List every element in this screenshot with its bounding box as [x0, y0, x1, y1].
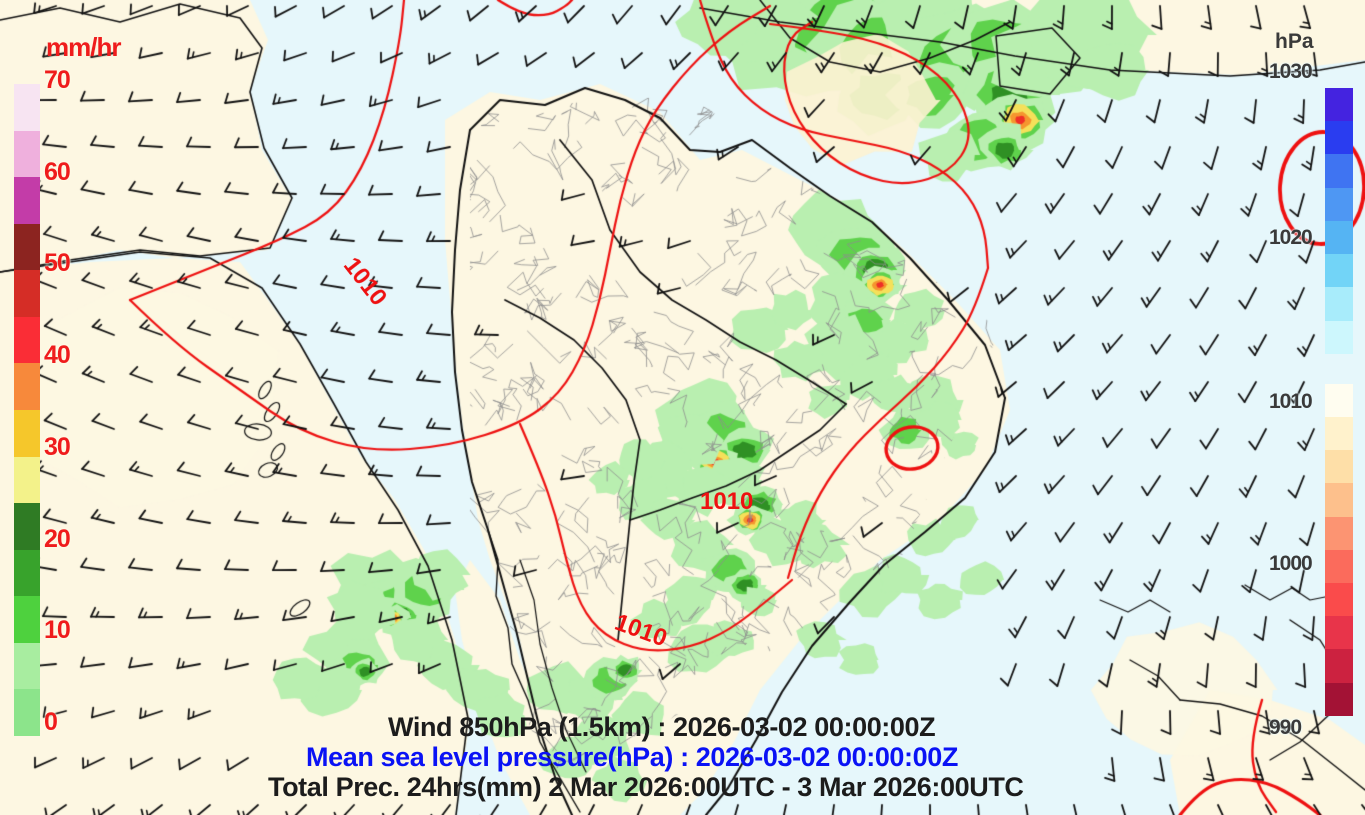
precip-colorbar-segment — [14, 456, 40, 504]
pressure-colorbar-segment — [1325, 88, 1353, 122]
precip-tick-0: 0 — [44, 708, 58, 737]
pressure-colorbar-segment — [1325, 682, 1353, 716]
pressure-colorbar-segment — [1325, 383, 1353, 417]
precip-colorbar-segment — [14, 596, 40, 643]
precip-tick-60: 60 — [44, 157, 71, 186]
pressure-colorbar-segment — [1325, 549, 1353, 583]
precip-colorbar-segment — [14, 642, 40, 690]
pressure-colorbar-segment — [1325, 483, 1353, 517]
pressure-tick-1010: 1010 — [1269, 390, 1313, 413]
precip-colorbar — [14, 84, 40, 736]
pressure-colorbar-gap — [1325, 354, 1353, 384]
pressure-tick-1000: 1000 — [1269, 552, 1313, 575]
pressure-colorbar-segment — [1325, 254, 1353, 288]
pressure-unit-label: hPa — [1275, 30, 1314, 53]
isobar-label: 1010 — [700, 488, 754, 515]
precip-colorbar-segment — [14, 130, 40, 178]
pressure-colorbar-segment — [1325, 582, 1353, 617]
precip-colorbar-segment — [14, 84, 40, 131]
pressure-colorbar-segment — [1325, 220, 1353, 255]
precip-colorbar-segment — [14, 409, 40, 457]
precip-colorbar-segment — [14, 363, 40, 410]
precip-tick-70: 70 — [44, 66, 71, 94]
pressure-colorbar-segment — [1325, 187, 1353, 221]
pressure-colorbar-segment — [1325, 154, 1353, 188]
pressure-colorbar-segment — [1325, 416, 1353, 451]
precip-unit-label: mm/hr — [46, 32, 121, 62]
precip-tick-10: 10 — [44, 616, 71, 645]
pressure-colorbar-segment — [1325, 616, 1353, 650]
pressure-colorbar-segment — [1325, 320, 1353, 354]
precip-colorbar-segment — [14, 316, 40, 364]
precip-colorbar-segment — [14, 549, 40, 597]
pressure-colorbar-segment — [1325, 649, 1353, 683]
caption-precip-line: Total Prec. 24hrs(mm) 2 Mar 2026:00UTC -… — [268, 772, 1024, 803]
caption-wind-line: Wind 850hPa (1.5km) : 2026-03-02 00:00:0… — [388, 712, 936, 742]
pressure-colorbar-segment — [1325, 450, 1353, 484]
caption-mslp-line: Mean sea level pressure(hPa) : 2026-03-0… — [306, 742, 958, 773]
precip-colorbar-segment — [14, 177, 40, 224]
pressure-tick-990: 990 — [1269, 716, 1302, 739]
precip-colorbar-segment — [14, 503, 40, 550]
precip-tick-40: 40 — [44, 341, 71, 370]
precip-tick-30: 30 — [44, 432, 71, 461]
pressure-colorbar — [1325, 88, 1353, 716]
pressure-colorbar-segment — [1325, 121, 1353, 155]
pressure-tick-1020: 1020 — [1269, 226, 1313, 249]
pressure-tick-1030: 1030 — [1269, 60, 1313, 83]
precip-colorbar-segment — [14, 689, 40, 736]
map-caption: Wind 850hPa (1.5km) : 2026-03-02 00:00:0… — [268, 712, 1108, 803]
precip-tick-50: 50 — [44, 249, 71, 278]
precip-colorbar-segment — [14, 270, 40, 317]
pressure-colorbar-segment — [1325, 287, 1353, 321]
precip-colorbar-segment — [14, 223, 40, 271]
precip-tick-20: 20 — [44, 524, 71, 553]
pressure-colorbar-segment — [1325, 516, 1353, 550]
